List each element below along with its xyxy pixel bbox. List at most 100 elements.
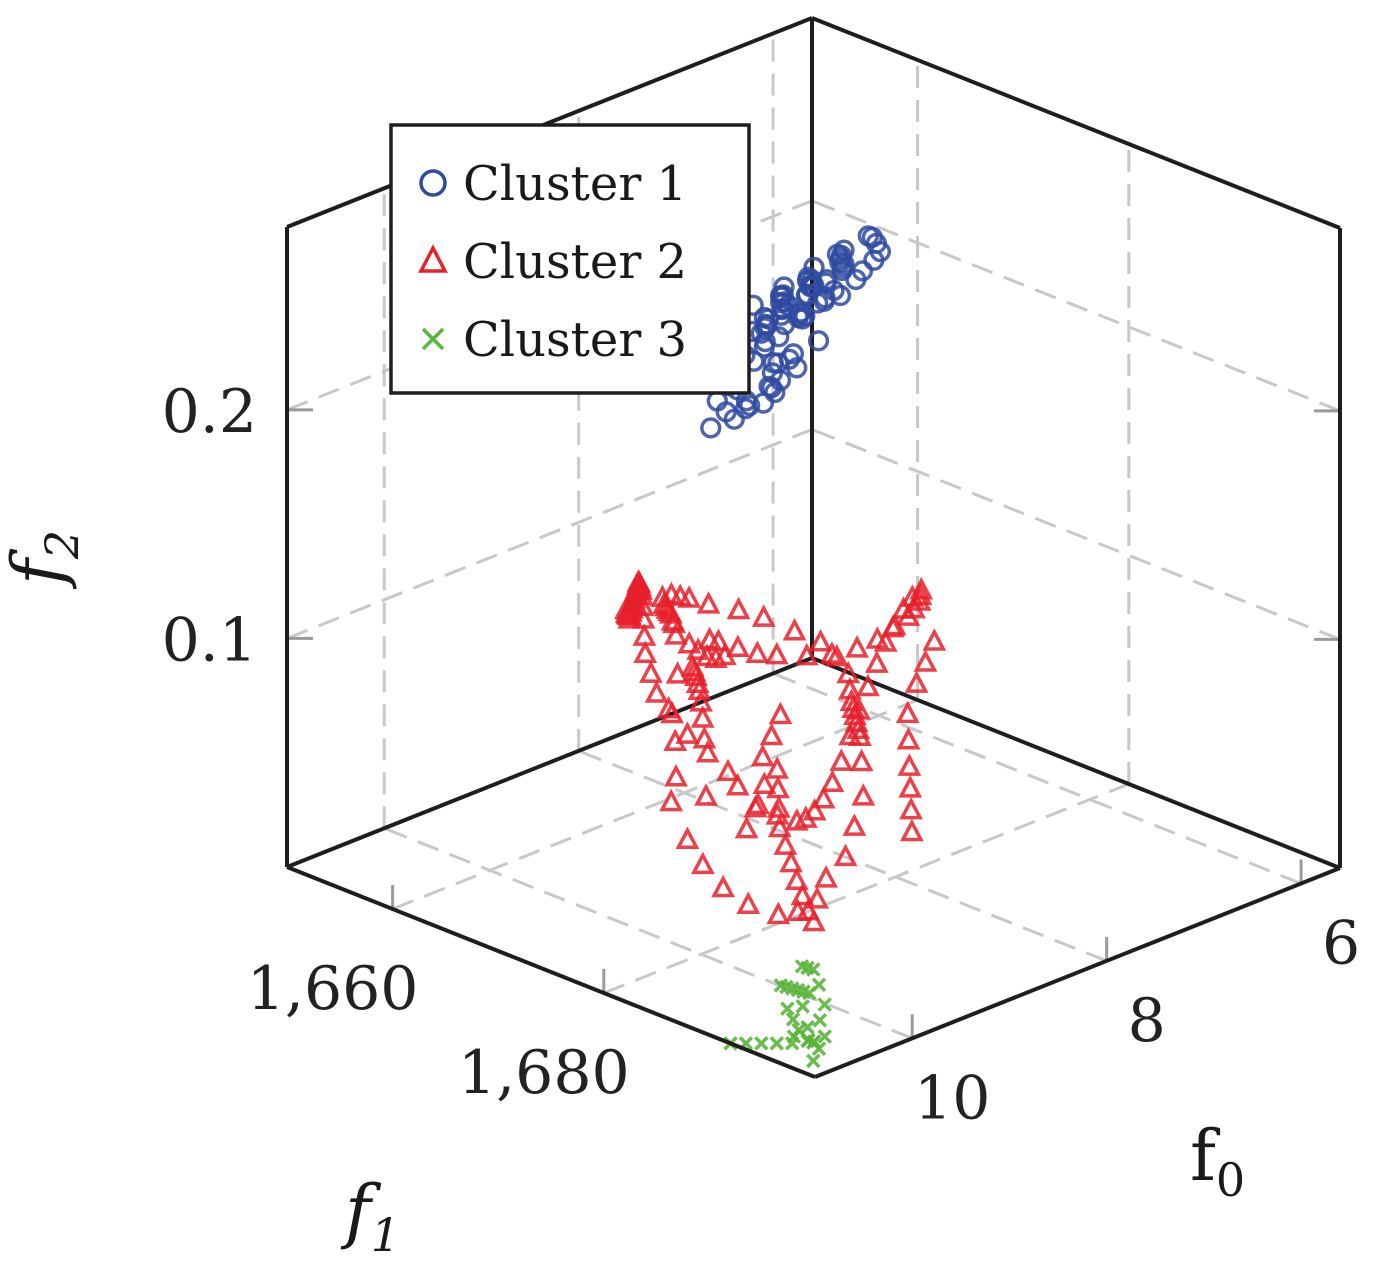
- data-point-cluster-2: [725, 634, 750, 657]
- data-point-cluster-2: [782, 617, 807, 641]
- data-point-cluster-2: [856, 673, 880, 697]
- data-point-cluster-2: [802, 797, 827, 821]
- data-point-cluster-3: [817, 1029, 832, 1044]
- data-point-cluster-2: [839, 688, 864, 711]
- data-point-cluster-2: [811, 786, 836, 809]
- data-point-cluster-2: [833, 843, 858, 867]
- axis-edge: [814, 866, 1341, 1079]
- f1-axis-label-sub: 1: [371, 1208, 400, 1262]
- axis-edge: [811, 656, 1341, 870]
- data-point-cluster-3: [769, 1036, 785, 1051]
- f1-tick-label: 1,660: [247, 954, 419, 1024]
- legend-box: [389, 123, 751, 395]
- data-point-cluster-2: [896, 603, 921, 626]
- data-point-cluster-2: [790, 882, 815, 906]
- data-point-cluster-2: [873, 629, 898, 652]
- grid-line: [811, 428, 1341, 641]
- data-point-cluster-2: [644, 680, 669, 703]
- data-point-cluster-2: [779, 849, 803, 873]
- data-point-cluster-3: [817, 997, 832, 1012]
- grid-line: [811, 199, 1341, 413]
- data-point-cluster-2: [865, 626, 890, 649]
- data-point-cluster-3: [794, 959, 810, 974]
- data-point-cluster-1: [845, 268, 867, 291]
- f1-tick-label: 1,680: [458, 1038, 630, 1108]
- triangle-marker-icon: [418, 244, 448, 273]
- data-point-cluster-1: [739, 394, 761, 417]
- data-point-cluster-2: [765, 756, 790, 779]
- f2-tick-label: 0.2: [162, 377, 257, 447]
- data-point-cluster-2: [768, 701, 793, 725]
- data-point-cluster-1: [764, 381, 786, 404]
- data-point-cluster-2: [764, 641, 789, 665]
- grid-line: [603, 782, 1130, 995]
- f2-axis-label-sub: 2: [35, 530, 89, 560]
- data-point-cluster-2: [694, 783, 718, 806]
- data-point-cluster-2: [690, 705, 715, 728]
- legend-item: Cluster 2: [418, 234, 687, 290]
- data-point-cluster-2: [677, 585, 702, 608]
- f0-axis-label: f0: [1190, 1115, 1245, 1207]
- data-point-cluster-2: [849, 748, 874, 772]
- data-point-cluster-2: [712, 642, 737, 666]
- data-point-cluster-2: [766, 775, 790, 799]
- data-point-cluster-2: [665, 661, 690, 684]
- data-point-cluster-2: [751, 604, 776, 627]
- data-point-cluster-3: [800, 1033, 815, 1049]
- axis-edge: [286, 865, 816, 1079]
- grid-line: [383, 826, 913, 1040]
- circle-marker-icon: [419, 169, 447, 197]
- data-point-cluster-3: [780, 1001, 795, 1016]
- data-point-cluster-1: [767, 352, 789, 374]
- f2-axis-label-text: f2: [0, 530, 89, 590]
- data-point-cluster-1: [700, 417, 722, 439]
- data-point-cluster-1: [782, 343, 805, 365]
- data-point-cluster-2: [801, 908, 826, 932]
- grid-line: [392, 698, 919, 911]
- legend-label: Cluster 3: [463, 312, 687, 368]
- data-point-cluster-2: [675, 826, 700, 849]
- cross-marker-icon: [421, 327, 445, 351]
- data-point-cluster-2: [632, 623, 657, 646]
- f0-axis-label-sub: 0: [1216, 1153, 1245, 1207]
- data-point-cluster-2: [899, 818, 924, 842]
- data-point-cluster-1: [807, 330, 830, 352]
- data-point-cluster-2: [829, 748, 854, 771]
- data-point-cluster-2: [896, 726, 921, 750]
- data-point-cluster-2: [680, 654, 705, 677]
- data-point-cluster-2: [692, 725, 717, 749]
- data-point-cluster-2: [880, 614, 905, 638]
- data-point-cluster-2: [784, 867, 809, 890]
- data-point-cluster-1: [723, 408, 745, 430]
- tick-marks: [287, 408, 1340, 1039]
- data-point-cluster-2: [686, 637, 711, 660]
- f0-tick-label: 10: [914, 1063, 990, 1133]
- data-point-cluster-2: [656, 695, 681, 719]
- data-point-cluster-2: [898, 775, 923, 798]
- data-point-cluster-1: [753, 336, 775, 358]
- data-point-cluster-2: [851, 783, 876, 806]
- f2-tick-label: 0.1: [162, 605, 257, 675]
- data-point-cluster-2: [659, 788, 684, 812]
- f2-axis-label: f2: [0, 530, 89, 590]
- data-point-cluster-2: [706, 628, 731, 652]
- axis-box-back: [286, 18, 1341, 870]
- data-point-cluster-2: [913, 649, 938, 672]
- data-point-cluster-2: [836, 660, 861, 684]
- data-point-cluster-2: [897, 753, 922, 776]
- data-point-cluster-2: [794, 642, 819, 666]
- f0-tick-label: 8: [1128, 986, 1166, 1056]
- f1-axis-label: f1: [340, 1170, 400, 1262]
- data-point-cluster-2: [752, 771, 777, 794]
- data-point-cluster-2: [796, 898, 821, 921]
- data-point-cluster-2: [716, 758, 740, 782]
- data-point-cluster-3: [800, 1020, 815, 1035]
- data-point-cluster-2: [904, 670, 929, 693]
- axis-box-front: [285, 16, 1342, 1079]
- data-point-cluster-1: [752, 392, 775, 414]
- data-point-cluster-1: [807, 292, 829, 314]
- data-point-cluster-2: [845, 635, 869, 658]
- data-point-cluster-2: [711, 874, 736, 898]
- data-point-cluster-3: [785, 1012, 801, 1027]
- axis-edge: [286, 656, 813, 869]
